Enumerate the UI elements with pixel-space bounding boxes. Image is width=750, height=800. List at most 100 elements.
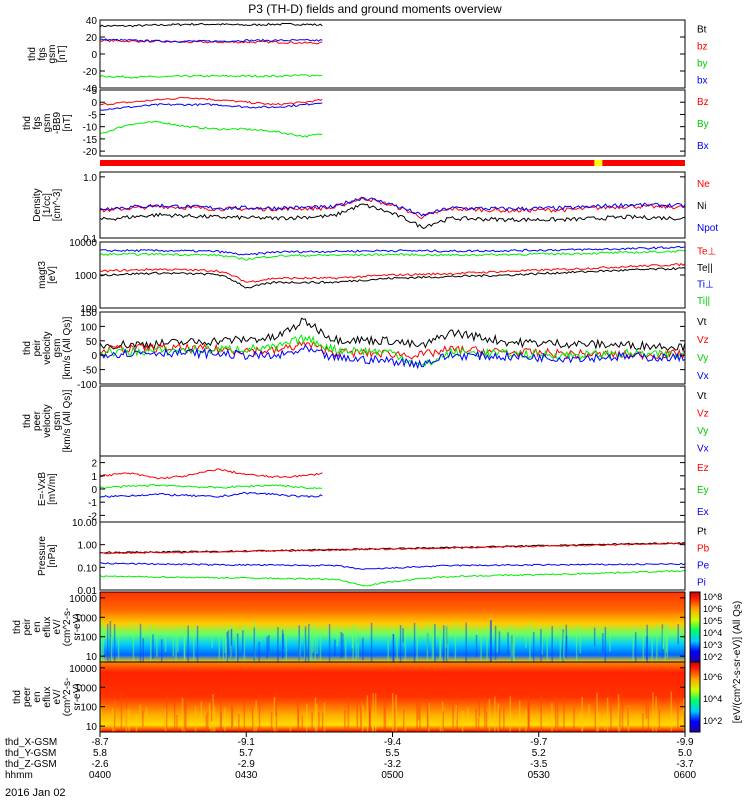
- evel-legend-0: Vt: [697, 391, 707, 402]
- ionspec-texture: [183, 627, 186, 659]
- fgsgsm-ylabel: gsm: [42, 114, 53, 133]
- fgs-ylabel: fgs: [37, 47, 48, 60]
- ionspec-texture: [551, 626, 553, 662]
- colorbar-electron-tick: 10^6: [703, 672, 722, 682]
- ionspec-texture: [634, 632, 637, 662]
- ionspec-texture: [442, 625, 445, 662]
- temp-series-Ti⊥: [99, 245, 686, 256]
- elecspec-texture: [563, 694, 565, 732]
- ionspec-texture: [496, 627, 499, 653]
- elecspec-texture: [181, 697, 184, 732]
- density-legend-2: Npot: [697, 223, 718, 234]
- ionspec-texture: [253, 627, 256, 661]
- ionspec-ytick-label: 100: [80, 633, 97, 644]
- ionspec-texture: [227, 630, 230, 654]
- elecspec-texture: [139, 704, 141, 721]
- ionspec-texture: [160, 639, 163, 662]
- ionspec-texture: [609, 631, 611, 652]
- elecspec-texture: [185, 699, 187, 732]
- elecspec-texture: [297, 697, 299, 732]
- ionspec-texture: [480, 636, 482, 662]
- elecspec-texture: [642, 713, 644, 732]
- fgsgsm-frame: [99, 89, 686, 157]
- elecspec-texture: [658, 709, 661, 728]
- x-axis-row-name: thd_X-GSM: [5, 737, 57, 748]
- efield-ylabel: [mV/m]: [47, 473, 58, 505]
- elecspec-texture: [497, 703, 500, 732]
- ionspec-texture: [662, 630, 664, 649]
- x-axis-value: -9.9: [676, 737, 694, 748]
- ionspec-texture: [142, 638, 144, 662]
- temp-ytick-label: 1000: [75, 271, 98, 282]
- temp-legend-1: Te||: [697, 263, 713, 274]
- x-axis-value: 5.5: [386, 748, 400, 759]
- elecspec-texture: [503, 708, 505, 732]
- efield-ytick-label: -2: [88, 511, 97, 522]
- fgsgsm-ylabel: thd: [22, 116, 33, 130]
- elecspec-texture: [670, 691, 673, 732]
- fgs-legend-0: Bt: [697, 25, 707, 36]
- ionspec-texture: [541, 636, 543, 655]
- ionspec-texture: [454, 621, 457, 662]
- elecspec-texture: [619, 706, 621, 728]
- ionspec-texture: [192, 631, 195, 661]
- ionspec-texture: [507, 632, 509, 655]
- panel-evel: thd peer velocity gsm [km/s (All Qs)] Vt Vz Vy V…: [22, 385, 709, 457]
- pvel-legend-3: Vx: [697, 371, 709, 382]
- ionspec-texture: [593, 627, 596, 647]
- ionspec-texture: [664, 625, 666, 662]
- elecspec-texture: [452, 702, 454, 729]
- x-axis-value: -3.7: [676, 759, 694, 770]
- pressure-legend-0: Pt: [697, 527, 707, 538]
- pvel-series-Vx: [99, 344, 686, 370]
- elecspec-texture: [610, 693, 612, 732]
- elecspec-texture: [374, 693, 377, 732]
- panel-temp: 10000 1000 100 magt3 [eV] Te⊥ Te|| Ti⊥ Ti||: [37, 238, 716, 315]
- elecspec-texture: [677, 696, 679, 732]
- efield-series-Ex: [99, 491, 323, 499]
- fgs-ytick-label: -20: [83, 67, 98, 78]
- ionspec-texture: [225, 637, 228, 662]
- pressure-series-Pi: [99, 569, 686, 587]
- ionspec-texture: [511, 635, 513, 662]
- ionspec-texture: [268, 634, 270, 651]
- efield-ytick-label: 0: [91, 485, 97, 496]
- elecspec-texture: [655, 696, 657, 732]
- elecspec-texture: [205, 714, 208, 732]
- ionspec-texture: [399, 625, 402, 662]
- elecspec-texture: [478, 700, 481, 717]
- elecspec-texture: [621, 690, 624, 732]
- elecspec-texture: [316, 704, 318, 732]
- elecspec-ytick-label: 10000: [69, 664, 97, 675]
- evel-ylabel: peer: [32, 410, 43, 431]
- elecspec-texture: [652, 692, 654, 732]
- ionspec-texture: [540, 629, 542, 662]
- colorbar-electron-tick: 10^4: [703, 694, 722, 704]
- elecspec-texture: [417, 706, 420, 721]
- temp-frame: [99, 241, 686, 309]
- pvel-series-Vt: [99, 317, 686, 353]
- ionspec-texture: [677, 624, 679, 645]
- elecspec-texture: [540, 692, 542, 732]
- pvel-ylabel: gsm: [52, 339, 63, 358]
- pvel-legend-2: Vy: [697, 353, 708, 364]
- colorbar-electron: [689, 661, 701, 733]
- density-series-Ne: [99, 196, 686, 220]
- x-axis-value: -2.6: [91, 759, 109, 770]
- colorbar-ion-tick: 10^8: [703, 592, 722, 602]
- elecspec-texture: [125, 709, 128, 732]
- elecspec-texture: [194, 705, 197, 732]
- evel-frame: [99, 385, 686, 457]
- pressure-series-Pb: [99, 542, 686, 555]
- temp-ytick-label: 100: [80, 304, 97, 315]
- ionspec-ylabel: en: [32, 621, 43, 632]
- ionspec-texture: [575, 626, 578, 662]
- density-series-Ni: [99, 203, 686, 229]
- quality-flag-yellow: [594, 160, 603, 166]
- elecspec-ylabel: sr-eV): [72, 683, 83, 710]
- ionspec-texture: [152, 634, 154, 659]
- elecspec-texture: [231, 707, 234, 727]
- elecspec-texture: [404, 713, 407, 732]
- ionspec-texture: [110, 636, 113, 662]
- pressure-series-Pe: [99, 562, 686, 570]
